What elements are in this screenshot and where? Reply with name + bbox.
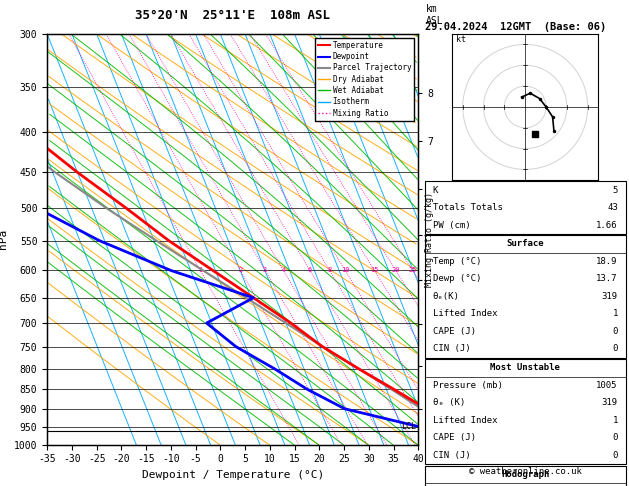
- Text: 43: 43: [607, 203, 618, 212]
- Text: 319: 319: [602, 292, 618, 301]
- Text: 25: 25: [408, 267, 417, 274]
- Text: 5: 5: [613, 186, 618, 194]
- Text: 6: 6: [308, 267, 312, 274]
- Text: 8: 8: [328, 267, 331, 274]
- Text: Mixing Ratio (g/kg): Mixing Ratio (g/kg): [425, 192, 433, 287]
- Text: 1005: 1005: [596, 381, 618, 390]
- FancyBboxPatch shape: [425, 235, 626, 358]
- Text: 15: 15: [370, 267, 379, 274]
- X-axis label: Dewpoint / Temperature (°C): Dewpoint / Temperature (°C): [142, 470, 324, 480]
- Text: Temp (°C): Temp (°C): [433, 257, 481, 266]
- Text: 0: 0: [613, 434, 618, 442]
- FancyBboxPatch shape: [425, 466, 626, 486]
- Y-axis label: hPa: hPa: [0, 229, 8, 249]
- Text: Most Unstable: Most Unstable: [490, 364, 560, 372]
- Text: 1: 1: [613, 416, 618, 425]
- FancyBboxPatch shape: [425, 359, 626, 464]
- Text: Lifted Index: Lifted Index: [433, 416, 497, 425]
- Text: 13.7: 13.7: [596, 275, 618, 283]
- Text: Surface: Surface: [506, 240, 544, 248]
- Text: 0: 0: [613, 345, 618, 353]
- Text: Totals Totals: Totals Totals: [433, 203, 503, 212]
- Text: 3: 3: [263, 267, 267, 274]
- Text: CIN (J): CIN (J): [433, 451, 470, 460]
- Text: kt: kt: [457, 35, 467, 44]
- Text: CIN (J): CIN (J): [433, 345, 470, 353]
- Text: 1: 1: [613, 310, 618, 318]
- Text: 2: 2: [238, 267, 243, 274]
- Legend: Temperature, Dewpoint, Parcel Trajectory, Dry Adiabat, Wet Adiabat, Isotherm, Mi: Temperature, Dewpoint, Parcel Trajectory…: [315, 38, 415, 121]
- Text: 0: 0: [613, 451, 618, 460]
- Text: θₑ(K): θₑ(K): [433, 292, 460, 301]
- Text: 18.9: 18.9: [596, 257, 618, 266]
- Text: LCL: LCL: [401, 422, 416, 431]
- Text: PW (cm): PW (cm): [433, 221, 470, 229]
- Text: Lifted Index: Lifted Index: [433, 310, 497, 318]
- Text: 10: 10: [341, 267, 350, 274]
- Text: CAPE (J): CAPE (J): [433, 327, 476, 336]
- Text: Dewp (°C): Dewp (°C): [433, 275, 481, 283]
- Text: km
ASL: km ASL: [426, 4, 443, 26]
- Text: 35°20'N  25°11'E  108m ASL: 35°20'N 25°11'E 108m ASL: [135, 9, 330, 22]
- Text: CAPE (J): CAPE (J): [433, 434, 476, 442]
- FancyBboxPatch shape: [425, 181, 626, 234]
- Text: 319: 319: [602, 399, 618, 407]
- Text: Pressure (mb): Pressure (mb): [433, 381, 503, 390]
- Text: 29.04.2024  12GMT  (Base: 06): 29.04.2024 12GMT (Base: 06): [425, 21, 606, 32]
- Text: θₑ (K): θₑ (K): [433, 399, 465, 407]
- Text: 1.66: 1.66: [596, 221, 618, 229]
- Text: © weatheronline.co.uk: © weatheronline.co.uk: [469, 467, 582, 476]
- Text: 4: 4: [281, 267, 286, 274]
- Text: 0: 0: [613, 327, 618, 336]
- Text: Hodograph: Hodograph: [501, 470, 549, 479]
- Text: 20: 20: [391, 267, 400, 274]
- Text: 1: 1: [198, 267, 203, 274]
- Text: K: K: [433, 186, 438, 194]
